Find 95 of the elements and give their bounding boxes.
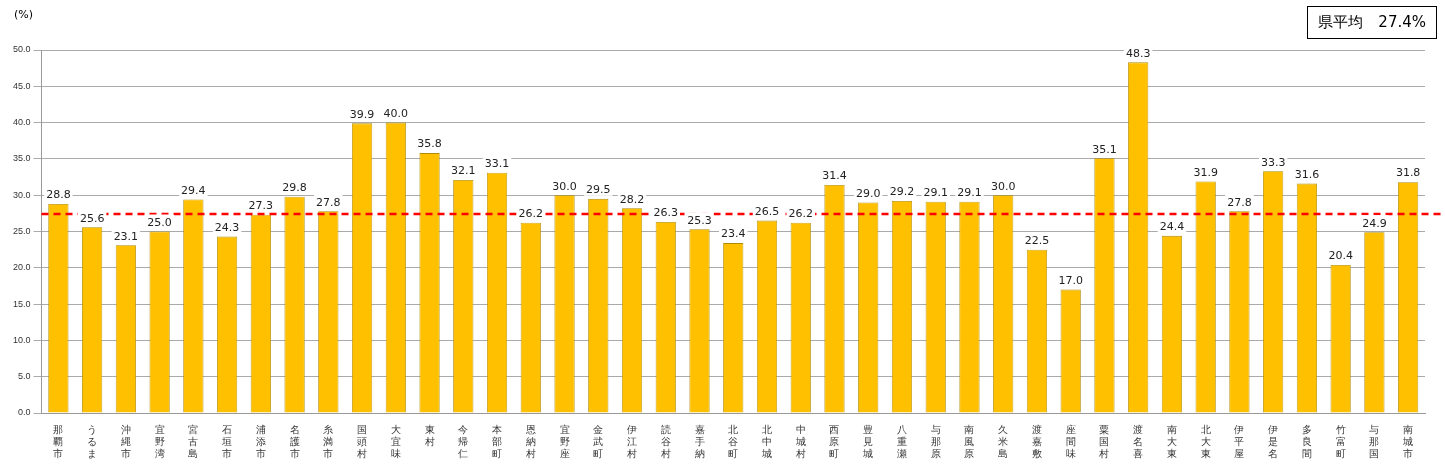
x-tick-label: 渡嘉敷 — [1031, 423, 1042, 459]
data-label: 33.3 — [1260, 155, 1286, 169]
data-label: 23.1 — [113, 229, 139, 243]
y-tick-label: 15.0 — [12, 298, 31, 309]
data-label: 25.6 — [79, 211, 105, 225]
data-label: 24.3 — [214, 220, 240, 234]
data-label: 35.8 — [417, 137, 442, 151]
x-tick-label: 石垣市 — [221, 423, 233, 459]
x-tick-label: 北大東 — [1200, 423, 1211, 459]
x-tick-label: 本部町 — [492, 423, 503, 459]
x-tick-label: 南城市 — [1402, 423, 1414, 459]
x-tick-label: 与那国 — [1369, 423, 1380, 459]
data-label: 25.0 — [147, 215, 172, 229]
x-tick-label: 北谷町 — [728, 423, 739, 459]
x-tick-label: 宜野座 — [559, 423, 570, 459]
y-tick-label: 0.0 — [18, 407, 31, 418]
data-label: 27.8 — [316, 195, 341, 209]
x-tick-label: 東村 — [423, 423, 435, 447]
y-tick-label: 30.0 — [12, 189, 31, 200]
x-tick-label: 粟国村 — [1098, 423, 1110, 459]
y-tick-label: 35.0 — [12, 153, 31, 164]
data-label: 26.5 — [754, 204, 780, 218]
data-label: 28.2 — [619, 192, 645, 206]
x-tick-label: 読谷村 — [659, 423, 671, 459]
x-tick-label: 大宜味 — [390, 423, 401, 459]
data-label: 40.0 — [383, 106, 409, 120]
data-label: 27.3 — [248, 199, 274, 213]
data-label: 29.4 — [181, 183, 206, 197]
data-label: 26.3 — [653, 206, 679, 220]
data-label: 28.8 — [46, 188, 71, 202]
x-tick-label: 伊江村 — [626, 423, 638, 459]
x-tick-label: うるま — [87, 423, 98, 459]
x-tick-label: 嘉手納 — [694, 423, 705, 459]
data-label: 32.1 — [451, 164, 476, 178]
x-tick-label: 金武町 — [593, 423, 604, 459]
data-label: 29.2 — [889, 185, 915, 199]
data-label: 24.4 — [1159, 220, 1185, 234]
data-label: 31.8 — [1395, 166, 1421, 180]
x-tick-label: 糸満市 — [323, 423, 334, 459]
data-label: 39.9 — [349, 107, 375, 121]
data-label: 31.4 — [822, 169, 847, 183]
x-tick-label: 那覇市 — [53, 423, 64, 459]
x-tick-label: 伊平屋 — [1234, 423, 1245, 459]
y-tick-label: 10.0 — [12, 334, 31, 345]
x-tick-label: 竹富町 — [1335, 423, 1346, 459]
x-tick-label: 今帰仁 — [458, 423, 469, 459]
y-tick-label: 25.0 — [12, 225, 31, 236]
y-axis-title: (%) — [14, 8, 34, 21]
x-tick-label: 南風原 — [964, 423, 975, 459]
data-label: 29.1 — [923, 186, 948, 200]
data-label: 26.2 — [788, 207, 813, 221]
data-label: 30.0 — [552, 179, 577, 193]
data-label: 29.5 — [586, 183, 611, 197]
data-label: 33.1 — [484, 157, 510, 171]
data-label: 17.0 — [1058, 273, 1083, 287]
data-label: 29.8 — [282, 181, 307, 195]
data-label: 31.6 — [1294, 167, 1320, 181]
x-tick-label: 沖縄市 — [119, 423, 131, 459]
x-tick-label: 中城村 — [794, 423, 806, 459]
data-label: 30.0 — [990, 179, 1016, 193]
x-tick-label: 南大東 — [1166, 423, 1177, 459]
data-label: 25.3 — [687, 213, 712, 227]
x-tick-label: 座間味 — [1065, 423, 1076, 459]
data-label: 27.8 — [1227, 195, 1252, 209]
x-tick-label: 与那原 — [930, 423, 941, 459]
data-label: 29.0 — [855, 186, 881, 200]
x-tick-label: 西原町 — [829, 423, 840, 459]
x-tick-label: 名護市 — [289, 423, 300, 459]
data-label: 23.4 — [721, 227, 746, 241]
x-tick-label: 伊是名 — [1268, 423, 1279, 459]
y-tick-label: 50.0 — [12, 44, 31, 55]
x-tick-label: 多良間 — [1301, 423, 1312, 459]
data-label: 48.3 — [1125, 46, 1151, 60]
y-tick-label: 40.0 — [12, 117, 31, 128]
data-label: 26.2 — [518, 207, 544, 221]
y-tick-label: 5.0 — [18, 371, 31, 382]
x-tick-label: 渡名喜 — [1133, 423, 1144, 459]
y-tick-label: 20.0 — [12, 262, 31, 273]
data-label: 24.9 — [1362, 216, 1387, 230]
y-tick-label: 45.0 — [12, 80, 31, 91]
text: 県平均 27.4% — [1307, 6, 1437, 39]
x-tick-label: 国頭村 — [356, 423, 368, 459]
data-label: 20.4 — [1328, 249, 1353, 263]
data-label: 35.1 — [1092, 142, 1117, 156]
x-tick-label: 豊見城 — [862, 423, 874, 459]
x-tick-label: 宜野湾 — [154, 423, 165, 459]
x-tick-label: 八重瀬 — [896, 423, 907, 459]
x-tick-label: 恩納村 — [524, 423, 536, 459]
data-label: 31.9 — [1193, 165, 1218, 179]
data-label: 22.5 — [1024, 234, 1050, 248]
x-tick-label: 北中城 — [761, 423, 772, 459]
x-tick-label: 浦添市 — [255, 423, 266, 459]
data-label: 29.1 — [957, 186, 982, 200]
x-tick-label: 久米島 — [998, 423, 1009, 459]
x-tick-label: 宮古島 — [188, 423, 199, 459]
